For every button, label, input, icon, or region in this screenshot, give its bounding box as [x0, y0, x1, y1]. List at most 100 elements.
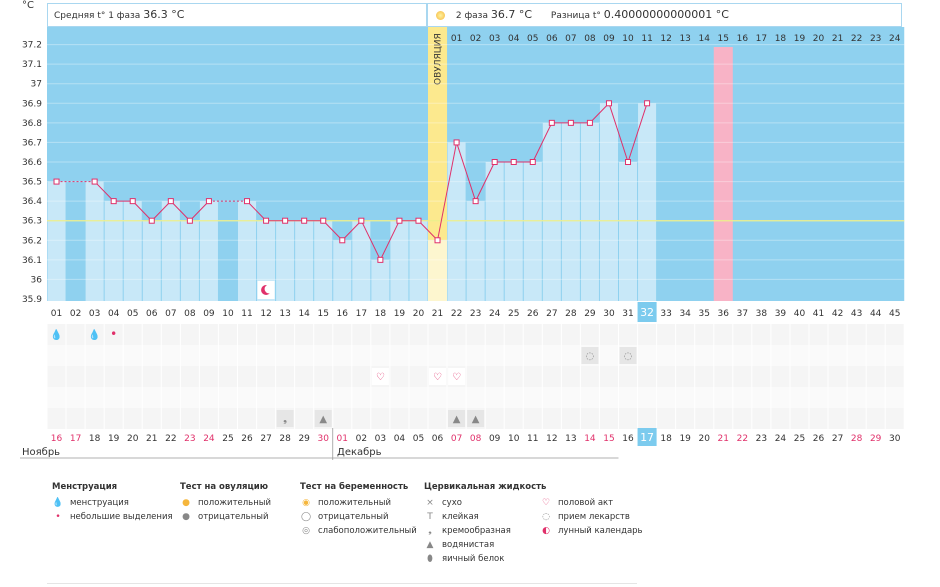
- temperature-bar: [257, 220, 276, 301]
- temperature-bar: [523, 162, 542, 301]
- cycle-day-label: 33: [660, 309, 671, 319]
- cycle-day-label: 19: [394, 309, 406, 319]
- cycle-day-label: 08: [184, 309, 196, 319]
- watery-icon: ▲: [472, 414, 480, 425]
- ovulation-column-lower: [428, 240, 448, 301]
- marker-bg: [314, 410, 332, 427]
- temperature-bar: [371, 259, 390, 301]
- post-ovulation-day-label: 09: [603, 34, 615, 44]
- y-axis-unit: °C: [22, 0, 34, 11]
- temperature-line-segment: [170, 200, 191, 222]
- calendar-date-label: 01: [337, 434, 348, 444]
- temperature-line-segment: [151, 200, 172, 222]
- y-tick-label: 36: [31, 275, 43, 285]
- calendar-date-label: 04: [394, 434, 406, 444]
- calendar-date-label: 30: [889, 434, 901, 444]
- cycle-day-label: 05: [127, 309, 138, 319]
- post-ovulation-day-label: 20: [813, 34, 825, 44]
- moon-icon-cut: [264, 284, 274, 294]
- calendar-date-label: 25: [222, 434, 233, 444]
- marker-row: [47, 345, 905, 366]
- calendar-date-label: 23: [756, 434, 767, 444]
- marker-row: [47, 387, 905, 408]
- calendar-date-label: 06: [432, 434, 444, 444]
- highlight-day-column: [713, 47, 733, 301]
- temperature-point: [415, 217, 422, 224]
- post-ovulation-day-label: 13: [679, 34, 690, 44]
- cycle-day-label: 41: [813, 309, 824, 319]
- temperature-line-segment: [322, 220, 343, 241]
- temperature-line-segment: [246, 200, 267, 222]
- calendar-date-label: 11: [527, 434, 538, 444]
- post-ovulation-day-label: 11: [641, 34, 652, 44]
- legend-item-label: клейкая: [442, 512, 479, 522]
- legend-group-title: Цервикальная жидкость: [424, 482, 547, 492]
- temperature-bar: [638, 103, 657, 302]
- menstruation-icon: 💧: [88, 328, 100, 341]
- creamy-icon: ❟: [428, 526, 432, 536]
- legend-item: ◎ слабоположительный: [300, 524, 417, 538]
- calendar-date-label: 28: [279, 434, 291, 444]
- temperature-point: [396, 217, 403, 224]
- y-tick-label: 36.6: [22, 158, 42, 168]
- phase2-summary: 2 фаза 36.7 °C Разница t° 0.400000000000…: [427, 3, 902, 27]
- temperature-bar: [85, 181, 104, 301]
- legend-group: Тест на беременность ◉ положительный ◯ отриц…: [300, 482, 417, 538]
- pregnancy-positive-icon: ◉: [302, 498, 310, 508]
- y-tick-label: 36.8: [22, 119, 42, 129]
- calendar-date-label: 24: [775, 434, 787, 444]
- legend-item: • небольшие выделения: [52, 510, 172, 524]
- y-tick-label: 36.4: [22, 197, 42, 207]
- temperature-line-segment: [532, 122, 553, 163]
- legend-item: 💧 менструация: [52, 496, 173, 510]
- temperature-bar: [504, 162, 523, 301]
- legend-group-title: [540, 482, 643, 492]
- post-ovulation-day-label: 03: [489, 34, 500, 44]
- legend-bottom-divider: [47, 583, 637, 584]
- cycle-day-label: 36: [718, 309, 730, 319]
- post-ovulation-day-label: 19: [794, 34, 806, 44]
- calendar-date-label: 22: [165, 434, 176, 444]
- cycle-day-label: 35: [698, 309, 709, 319]
- post-ovulation-day-label: 15: [718, 34, 729, 44]
- temperature-line-segment: [456, 142, 477, 202]
- calendar-date-label: 08: [470, 434, 482, 444]
- temperature-point: [586, 119, 593, 126]
- phase1-value: 36.3 °C: [143, 8, 185, 21]
- cycle-day-label: 42: [832, 309, 843, 319]
- cycle-day-label: 31: [622, 309, 633, 319]
- month-label-november: Ноябрь: [22, 447, 61, 458]
- legend-group-title: Менструация: [52, 482, 118, 492]
- legend-group: ♡ половой акт ◌ прием лекарств ◐ лунный кален…: [540, 482, 643, 538]
- temperature-point: [282, 217, 289, 224]
- temperature-point: [320, 217, 327, 224]
- temperature-line-segment: [437, 142, 458, 241]
- legend-item: ● отрицательный: [180, 510, 271, 524]
- temperature-bar: [238, 201, 257, 301]
- cycle-day-label: 25: [508, 309, 519, 319]
- temperature-point: [186, 217, 193, 224]
- temperature-line-segment: [418, 220, 438, 241]
- phase2-label: 2 фаза: [455, 11, 488, 21]
- temperature-bar: [295, 220, 314, 301]
- temperature-point: [434, 237, 441, 244]
- post-ovulation-day-label: 01: [451, 34, 462, 44]
- legend-item: × сухо: [424, 496, 546, 510]
- medication-icon: ◌: [586, 351, 595, 362]
- cycle-day-label: 01: [51, 309, 62, 319]
- marker-bg: [429, 368, 447, 385]
- temperature-point: [644, 100, 651, 107]
- calendar-date-label: 16: [622, 434, 634, 444]
- calendar-date-label: 07: [451, 434, 462, 444]
- calendar-date-label: 20: [127, 434, 139, 444]
- calendar-date-label: 30: [317, 434, 329, 444]
- temperature-bar: [142, 220, 161, 301]
- legend-item: ▲ водянистая: [424, 538, 546, 552]
- current-date-cell: [637, 428, 657, 446]
- legend-group: Тест на овуляцию ● положительный ● отрицател…: [180, 482, 271, 524]
- temperature-bar: [161, 201, 180, 301]
- calendar-date-label: 19: [679, 434, 691, 444]
- calendar-date-label: 17: [70, 434, 81, 444]
- cycle-day-label: 21: [432, 309, 443, 319]
- temperature-bar: [276, 220, 295, 301]
